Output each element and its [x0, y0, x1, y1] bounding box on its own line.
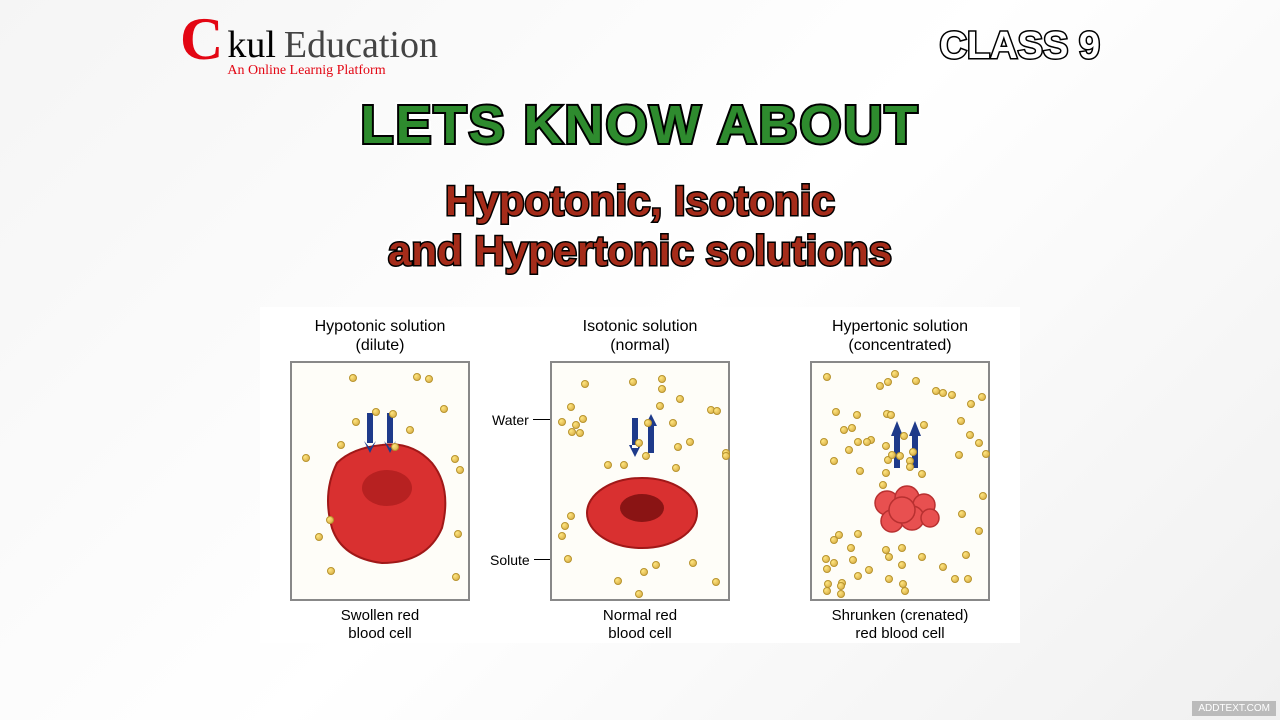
subtitle-line-1: Hypotonic, Isotonic — [0, 176, 1280, 226]
main-title: LETS KNOW ABOUT — [0, 94, 1280, 156]
logo-text-1: kul — [227, 24, 276, 66]
logo: C kulEducation An Online Learnig Platfor… — [180, 15, 438, 79]
class-badge: CLASS 9 — [940, 25, 1100, 68]
logo-letter: C — [180, 15, 223, 63]
panel-title-hypertonic: Hypertonic solution (concentrated) — [800, 317, 1000, 355]
subtitle-line-2: and Hypertonic solutions — [0, 226, 1280, 276]
panel-caption-hypertonic: Shrunken (crenated) red blood cell — [800, 607, 1000, 643]
watermark: ADDTEXT.COM — [1192, 701, 1276, 716]
panel-title-isotonic: Isotonic solution (normal) — [540, 317, 740, 355]
diagram-container: Hypotonic solution (dilute) Swollen red … — [260, 307, 1020, 643]
subtitle: Hypotonic, Isotonic and Hypertonic solut… — [0, 176, 1280, 277]
panel-box-hypertonic — [810, 361, 990, 601]
panel-title-hypotonic: Hypotonic solution (dilute) — [280, 317, 480, 355]
panel-hypertonic: Hypertonic solution (concentrated) — [800, 317, 1000, 643]
panel-box-hypotonic — [290, 361, 470, 601]
panel-box-isotonic — [550, 361, 730, 601]
panel-isotonic: Isotonic solution (normal) Water Solute — [540, 317, 740, 643]
logo-text-2: Education — [284, 24, 438, 66]
panel-hypotonic: Hypotonic solution (dilute) Swollen red … — [280, 317, 480, 643]
panel-caption-hypotonic: Swollen red blood cell — [280, 607, 480, 643]
panel-caption-isotonic: Normal red blood cell — [540, 607, 740, 643]
